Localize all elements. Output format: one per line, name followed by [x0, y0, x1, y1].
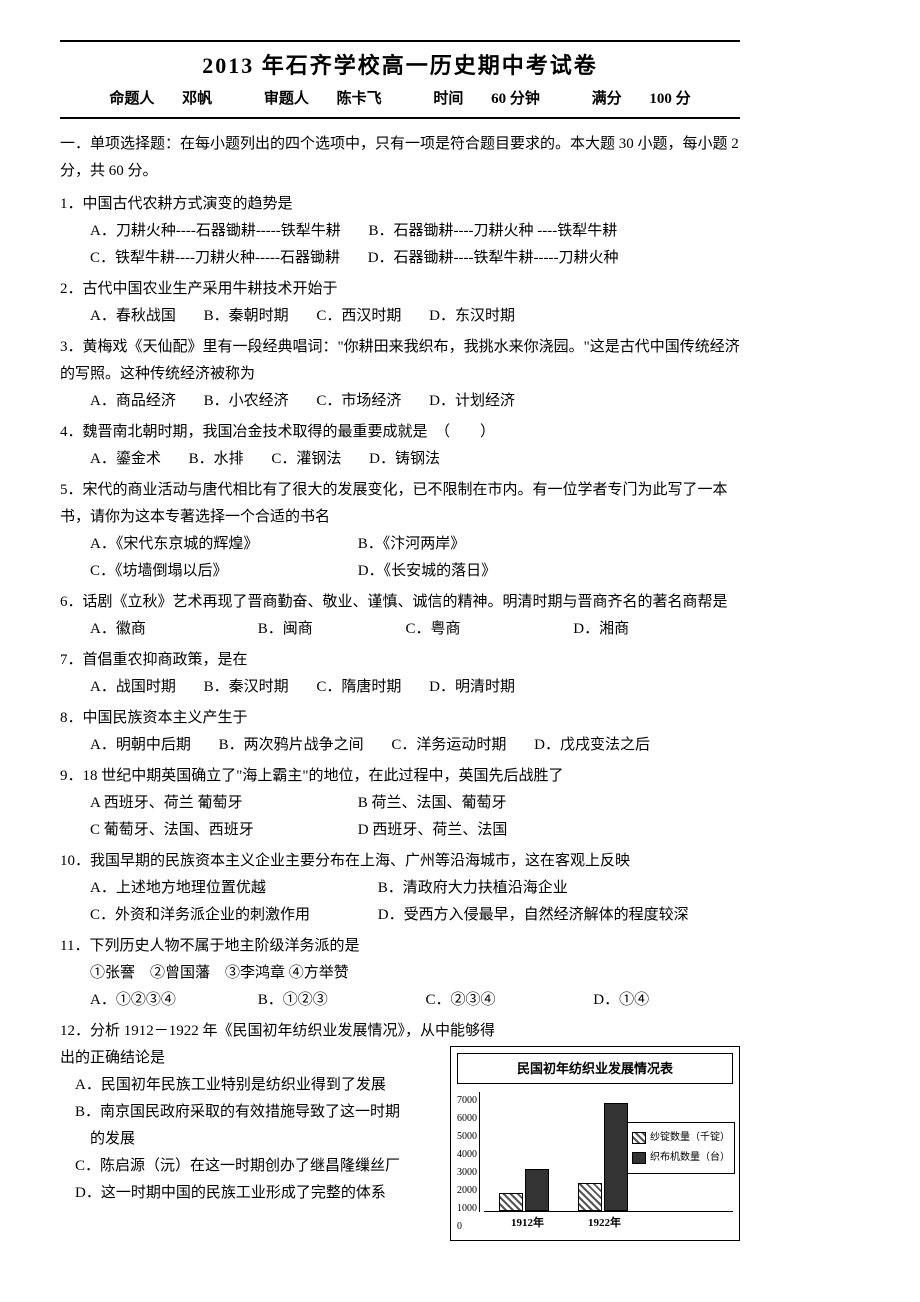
q6-opt-b: B．闽商 — [258, 616, 378, 643]
exam-title: 2013 年石齐学校高一历史期中考试卷 — [60, 46, 740, 86]
q9-opt-d: D 西班牙、荷兰、法国 — [358, 817, 508, 844]
q2-opt-c: C．西汉时期 — [316, 303, 401, 330]
q11-stem: 11．下列历史人物不属于地主阶级洋务派的是 — [60, 933, 740, 960]
q3-opt-d: D．计划经济 — [429, 388, 515, 415]
question-5: 5．宋代的商业活动与唐代相比有了很大的发展变化，已不限制在市内。有一位学者专门为… — [60, 477, 740, 585]
bar-1922-looms — [604, 1103, 628, 1211]
question-4: 4．魏晋南北朝时期，我国冶金技术取得的最重要成就是 （ ） A．鎏金术 B．水排… — [60, 419, 740, 473]
q5-opt-c: C．《坊墙倒塌以后》 — [90, 558, 330, 585]
q12-opt-d: D．这一时期中国的民族工业形成了完整的体系 — [75, 1180, 500, 1207]
question-8: 8．中国民族资本主义产生于 A．明朝中后期 B．两次鸦片战争之间 C．洋务运动时… — [60, 705, 740, 759]
q8-opt-c: C．洋务运动时期 — [391, 732, 506, 759]
legend-swatch-spindles — [632, 1132, 646, 1144]
q8-opt-d: D．戊戌变法之后 — [534, 732, 650, 759]
q8-stem: 8．中国民族资本主义产生于 — [60, 705, 740, 732]
q9-opt-a: A 西班牙、荷兰 葡萄牙 — [90, 790, 330, 817]
q7-opt-d: D．明清时期 — [429, 674, 515, 701]
q1-stem: 1．中国古代农耕方式演变的趋势是 — [60, 191, 740, 218]
question-1: 1．中国古代农耕方式演变的趋势是 A．刀耕火种----石器锄耕-----铁犁牛耕… — [60, 191, 740, 272]
q5-stem: 5．宋代的商业活动与唐代相比有了很大的发展变化，已不限制在市内。有一位学者专门为… — [60, 477, 740, 531]
q5-opt-d: D．《长安城的落日》 — [358, 558, 496, 585]
q7-stem: 7．首倡重农抑商政策，是在 — [60, 647, 740, 674]
q11-opt-c: C．②③④ — [426, 987, 566, 1014]
bar-1922-spindles — [578, 1183, 602, 1211]
q9-opt-b: B 荷兰、法国、葡萄牙 — [358, 790, 507, 817]
q11-items: ①张謇 ②曾国藩 ③李鸿章 ④方举赞 — [90, 960, 740, 987]
exam-title-banner: 2013 年石齐学校高一历史期中考试卷 命题人 邓帆 审题人 陈卡飞 时间 60… — [60, 40, 740, 119]
q3-opt-b: B．小农经济 — [204, 388, 289, 415]
q4-opt-d: D．铸钢法 — [369, 446, 440, 473]
q10-opt-d: D．受西方入侵最早，自然经济解体的程度较深 — [378, 902, 689, 929]
q1-opt-d: D．石器锄耕----铁犁牛耕-----刀耕火种 — [368, 245, 619, 272]
q4-opt-a: A．鎏金术 — [90, 446, 161, 473]
q3-opt-c: C．市场经济 — [316, 388, 401, 415]
chart-legend: 纱锭数量（千锭） 织布机数量（台） — [627, 1122, 735, 1174]
legend-swatch-looms — [632, 1152, 646, 1164]
q10-opt-b: B．清政府大力扶植沿海企业 — [378, 875, 568, 902]
q7-opt-c: C．隋唐时期 — [316, 674, 401, 701]
q8-opt-b: B．两次鸦片战争之间 — [219, 732, 364, 759]
q2-opt-a: A．春秋战国 — [90, 303, 176, 330]
bar-1912-looms — [525, 1169, 549, 1211]
bar-1912-spindles — [499, 1193, 523, 1211]
chart-group-1922 — [578, 1103, 628, 1211]
q11-opt-b: B．①②③ — [258, 987, 398, 1014]
q7-opt-b: B．秦汉时期 — [204, 674, 289, 701]
q4-stem: 4．魏晋南北朝时期，我国冶金技术取得的最重要成就是 （ ） — [60, 419, 740, 446]
q1-opt-b: B．石器锄耕----刀耕火种 ----铁犁牛耕 — [369, 218, 618, 245]
q9-stem: 9．18 世纪中期英国确立了"海上霸主"的地位，在此过程中，英国先后战胜了 — [60, 763, 740, 790]
q10-opt-c: C．外资和洋务派企业的刺激作用 — [90, 902, 350, 929]
q1-opt-c: C．铁犁牛耕----刀耕火种-----石器锄耕 — [90, 245, 340, 272]
q2-opt-d: D．东汉时期 — [429, 303, 515, 330]
q12-opt-b: B．南京国民政府采取的有效措施导致了这一时期 — [75, 1099, 500, 1126]
question-2: 2．古代中国农业生产采用牛耕技术开始于 A．春秋战国 B．秦朝时期 C．西汉时期… — [60, 276, 740, 330]
question-6: 6．话剧《立秋》艺术再现了晋商勤奋、敬业、谨慎、诚信的精神。明清时期与晋商齐名的… — [60, 589, 740, 643]
question-10: 10．我国早期的民族资本主义企业主要分布在上海、广州等沿海城市，这在客观上反映 … — [60, 848, 740, 929]
exam-subtitle: 命题人 邓帆 审题人 陈卡飞 时间 60 分钟 满分 100 分 — [60, 86, 740, 113]
q7-opt-a: A．战国时期 — [90, 674, 176, 701]
q6-opt-d: D．湘商 — [573, 616, 629, 643]
q12-opt-c: C．陈启源（沅）在这一时期创办了继昌隆缫丝厂 — [75, 1153, 500, 1180]
q2-opt-b: B．秦朝时期 — [204, 303, 289, 330]
chart-y-axis: 7000 6000 5000 4000 3000 2000 1000 0 — [457, 1092, 480, 1212]
q2-stem: 2．古代中国农业生产采用牛耕技术开始于 — [60, 276, 740, 303]
q6-stem: 6．话剧《立秋》艺术再现了晋商勤奋、敬业、谨慎、诚信的精神。明清时期与晋商齐名的… — [60, 589, 740, 616]
q4-opt-c: C．灌钢法 — [271, 446, 341, 473]
question-12: 12．分析 1912－1922 年《民国初年纺织业发展情况》，从中能够得出的正确… — [60, 1018, 740, 1258]
q10-stem: 10．我国早期的民族资本主义企业主要分布在上海、广州等沿海城市，这在客观上反映 — [60, 848, 740, 875]
q10-opt-a: A．上述地方地理位置优越 — [90, 875, 350, 902]
q6-opt-a: A．徽商 — [90, 616, 230, 643]
textile-chart: 民国初年纺织业发展情况表 7000 6000 5000 4000 3000 20… — [450, 1046, 740, 1241]
q5-opt-a: A．《宋代东京城的辉煌》 — [90, 531, 330, 558]
q9-opt-c: C 葡萄牙、法国、西班牙 — [90, 817, 330, 844]
q8-opt-a: A．明朝中后期 — [90, 732, 191, 759]
q6-opt-c: C．粤商 — [406, 616, 546, 643]
q11-opt-d: D．①④ — [593, 987, 649, 1014]
q12-stem: 12．分析 1912－1922 年《民国初年纺织业发展情况》，从中能够得出的正确… — [60, 1018, 500, 1072]
q1-opt-a: A．刀耕火种----石器锄耕-----铁犁牛耕 — [90, 218, 341, 245]
question-11: 11．下列历史人物不属于地主阶级洋务派的是 ①张謇 ②曾国藩 ③李鸿章 ④方举赞… — [60, 933, 740, 1014]
q5-opt-b: B．《汴河两岸》 — [358, 531, 466, 558]
q4-opt-b: B．水排 — [189, 446, 244, 473]
chart-x-axis: 1912年 1922年 — [489, 1214, 733, 1234]
legend-label-spindles: 纱锭数量（千锭） — [650, 1129, 730, 1147]
question-7: 7．首倡重农抑商政策，是在 A．战国时期 B．秦汉时期 C．隋唐时期 D．明清时… — [60, 647, 740, 701]
question-3: 3．黄梅戏《天仙配》里有一段经典唱词："你耕田来我织布，我挑水来你浇园。"这是古… — [60, 334, 740, 415]
q3-opt-a: A．商品经济 — [90, 388, 176, 415]
q11-opt-a: A．①②③④ — [90, 987, 230, 1014]
section-1-instructions: 一．单项选择题：在每小题列出的四个选项中，只有一项是符合题目要求的。本大题 30… — [60, 131, 740, 185]
chart-title: 民国初年纺织业发展情况表 — [457, 1053, 733, 1084]
chart-group-1912 — [499, 1169, 549, 1211]
q12-opt-a: A．民国初年民族工业特别是纺织业得到了发展 — [75, 1072, 500, 1099]
q3-stem: 3．黄梅戏《天仙配》里有一段经典唱词："你耕田来我织布，我挑水来你浇园。"这是古… — [60, 334, 740, 388]
question-9: 9．18 世纪中期英国确立了"海上霸主"的地位，在此过程中，英国先后战胜了 A … — [60, 763, 740, 844]
legend-label-looms: 织布机数量（台） — [650, 1149, 730, 1167]
q12-opt-b-cont: 的发展 — [90, 1126, 500, 1153]
